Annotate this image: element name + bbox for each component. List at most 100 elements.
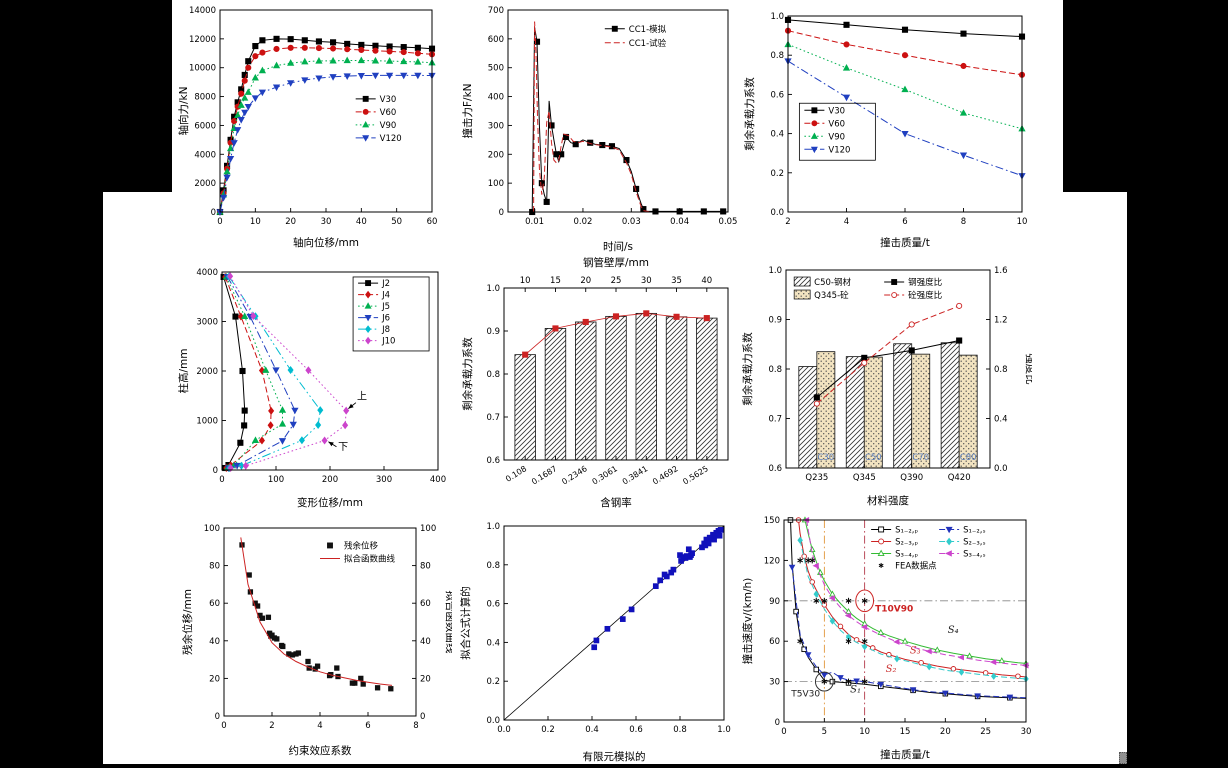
svg-text:0.4: 0.4 — [994, 415, 1008, 425]
svg-text:轴向力/kN: 轴向力/kN — [177, 87, 190, 136]
svg-text:0.0: 0.0 — [994, 464, 1008, 474]
svg-text:30: 30 — [769, 678, 780, 688]
svg-text:30: 30 — [321, 217, 332, 227]
svg-text:CC1-模拟: CC1-模拟 — [629, 24, 667, 35]
chart-residual-capacity-vs-impact-mass: 2 4 6 8 10 0.0 0.2 0.4 0.6 0.8 1.0 撞击质量/t 剩余承载力系数 V30… — [742, 4, 1032, 252]
axes: Q235 Q345 Q390 Q420 0.6 0.7 0.8 0.9 1.0 0.0 0.4 0.8… — [741, 266, 1032, 507]
svg-text:20: 20 — [285, 217, 296, 227]
svg-text:S₂: S₂ — [886, 664, 897, 675]
svg-text:8: 8 — [961, 217, 966, 227]
svg-text:0: 0 — [219, 475, 224, 485]
plot-area — [783, 516, 1030, 723]
svg-text:1000: 1000 — [196, 417, 218, 427]
document-page-top — [172, 0, 1063, 192]
svg-text:0: 0 — [215, 712, 220, 722]
chart-canvas: 2 4 6 8 10 0.0 0.2 0.4 0.6 0.8 1.0 撞击质量/t 剩余承载力系数 V30… — [743, 12, 1027, 249]
svg-text:4000: 4000 — [194, 150, 216, 160]
svg-text:40: 40 — [209, 637, 220, 647]
svg-text:V60: V60 — [380, 108, 397, 118]
svg-text:300: 300 — [376, 475, 392, 485]
svg-text:0.05: 0.05 — [719, 217, 738, 227]
svg-text:含钢率: 含钢率 — [600, 496, 632, 509]
svg-text:1.0: 1.0 — [717, 725, 731, 735]
scrollbar-nub[interactable] — [1119, 752, 1127, 764]
svg-text:0.5625: 0.5625 — [681, 464, 710, 486]
svg-text:Q235: Q235 — [805, 473, 828, 483]
svg-text:S₁: S₁ — [850, 684, 861, 695]
svg-text:400: 400 — [488, 93, 504, 103]
chart-canvas: 0 10 20 30 40 50 60 0 2000 4000 6000 8000 10000 12000… — [177, 6, 437, 249]
svg-text:10: 10 — [520, 276, 531, 286]
svg-text:V30: V30 — [828, 106, 845, 116]
svg-text:30: 30 — [641, 276, 652, 286]
svg-text:0: 0 — [775, 718, 780, 728]
svg-text:拟合函数曲线: 拟合函数曲线 — [444, 591, 452, 654]
annotations: 上下 — [328, 391, 367, 453]
svg-text:8: 8 — [413, 721, 418, 731]
svg-text:100: 100 — [268, 475, 284, 485]
svg-text:10000: 10000 — [189, 64, 216, 74]
svg-text:60: 60 — [209, 599, 220, 609]
svg-text:0.4: 0.4 — [770, 130, 784, 140]
chart-canvas: 0.01 0.02 0.03 0.04 0.05 0 100 200 300 400 500 600 7… — [461, 6, 738, 253]
svg-text:0.8: 0.8 — [673, 725, 687, 735]
plot-area — [503, 287, 729, 461]
svg-text:1.6: 1.6 — [994, 266, 1008, 276]
svg-text:S₄: S₄ — [948, 625, 959, 636]
svg-text:残余位移: 残余位移 — [344, 540, 379, 551]
svg-text:0.6: 0.6 — [629, 725, 643, 735]
plot-area — [507, 9, 729, 216]
svg-text:200: 200 — [322, 475, 338, 485]
svg-text:拟合函数曲线: 拟合函数曲线 — [344, 553, 396, 564]
svg-text:14000: 14000 — [189, 6, 216, 16]
svg-text:80: 80 — [420, 562, 431, 572]
svg-text:T5V30: T5V30 — [790, 689, 820, 699]
svg-text:40: 40 — [701, 276, 712, 286]
svg-text:20: 20 — [580, 276, 591, 286]
svg-text:700: 700 — [488, 6, 504, 16]
svg-text:强度比: 强度比 — [1024, 353, 1032, 385]
svg-text:500: 500 — [488, 64, 504, 74]
svg-text:C30: C30 — [817, 453, 834, 463]
chart-impact-force-vs-time: 0.01 0.02 0.03 0.04 0.05 0 100 200 300 400 500 600 7… — [460, 2, 740, 256]
legend: V30 V60 V90 V120 — [355, 95, 402, 144]
svg-text:600: 600 — [488, 35, 504, 45]
svg-text:2000: 2000 — [196, 367, 218, 377]
legend: S₁₋₂,ₚ S₁₋₂,ₛ S₂₋₃,ₚ S₂₋₃,ₛ S₃₋₄,ₚ S₃₋₄,ₛ FEA数… — [871, 525, 986, 571]
svg-text:C70: C70 — [912, 453, 929, 463]
svg-text:0.3061: 0.3061 — [591, 464, 620, 486]
svg-text:100: 100 — [420, 524, 436, 534]
svg-text:40: 40 — [420, 637, 431, 647]
svg-text:0.9: 0.9 — [768, 316, 782, 326]
plot-area — [220, 271, 439, 473]
svg-text:4: 4 — [844, 217, 849, 227]
plot-area — [503, 525, 725, 721]
chart-column-height-vs-deformation: 0 100 200 300 400 0 1000 2000 3000 4000 变形位移/mm 柱高/… — [176, 262, 448, 512]
svg-text:S₃₋₄,ₛ: S₃₋₄,ₛ — [963, 549, 986, 559]
svg-text:60: 60 — [420, 599, 431, 609]
svg-text:1.0: 1.0 — [486, 284, 500, 294]
plot-area — [784, 15, 1026, 213]
plot-area — [216, 9, 436, 216]
svg-text:撞击速度v/(km/h): 撞击速度v/(km/h) — [741, 578, 754, 664]
svg-text:J5: J5 — [381, 302, 390, 312]
svg-text:变形位移/mm: 变形位移/mm — [297, 496, 363, 509]
svg-text:20: 20 — [420, 674, 431, 684]
svg-text:0.04: 0.04 — [670, 217, 689, 227]
svg-text:0.2: 0.2 — [486, 677, 500, 687]
svg-text:1.0: 1.0 — [768, 266, 782, 276]
svg-text:S₃: S₃ — [910, 645, 921, 656]
axes: 0.0 0.2 0.4 0.6 0.8 1.0 0.0 0.2 0.4 0.6 0.8 1.0 有限元模… — [459, 522, 731, 763]
axes: 0 5 10 15 20 25 30 0 30 60 90 120 150 撞击质量/t 撞击速度v/(km… — [741, 516, 1031, 761]
svg-text:FEA数据点: FEA数据点 — [895, 560, 937, 571]
svg-text:上: 上 — [357, 391, 367, 403]
svg-text:V90: V90 — [380, 121, 397, 131]
svg-text:0.6: 0.6 — [770, 90, 784, 100]
svg-text:0.1687: 0.1687 — [530, 464, 559, 486]
svg-text:0.4: 0.4 — [585, 725, 599, 735]
svg-text:0.02: 0.02 — [573, 217, 592, 227]
svg-text:V120: V120 — [828, 145, 850, 155]
svg-text:30: 30 — [1021, 727, 1032, 737]
